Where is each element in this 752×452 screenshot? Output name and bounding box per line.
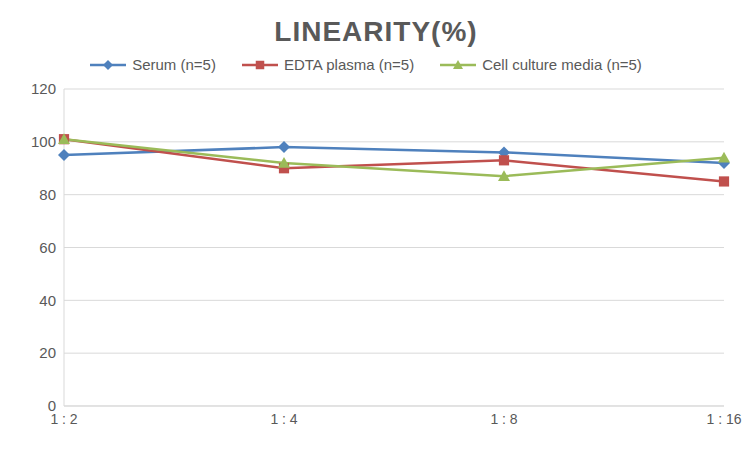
svg-text:80: 80 — [39, 186, 56, 203]
svg-text:1 : 2: 1 : 2 — [50, 410, 78, 427]
svg-text:1 : 4: 1 : 4 — [270, 411, 297, 427]
svg-text:60: 60 — [39, 239, 56, 256]
html-text:EDTA plasma (n=5): EDTA plasma (n=5) — [284, 56, 415, 73]
svg-text:20: 20 — [39, 344, 56, 361]
svg-text:1 : 8: 1 : 8 — [490, 411, 517, 427]
svg-text:0: 0 — [48, 397, 56, 414]
html-text:LINEARITY(%): LINEARITY(%) — [274, 16, 478, 47]
html-text:Serum (n=5): Serum (n=5) — [132, 56, 216, 73]
svg-text:1 : 16: 1 : 16 — [706, 411, 741, 427]
svg-text:100: 100 — [31, 133, 56, 150]
html-text:Cell culture media (n=5): Cell culture media (n=5) — [482, 56, 642, 73]
svg-text:40: 40 — [39, 292, 56, 309]
svg-text:120: 120 — [31, 80, 56, 97]
